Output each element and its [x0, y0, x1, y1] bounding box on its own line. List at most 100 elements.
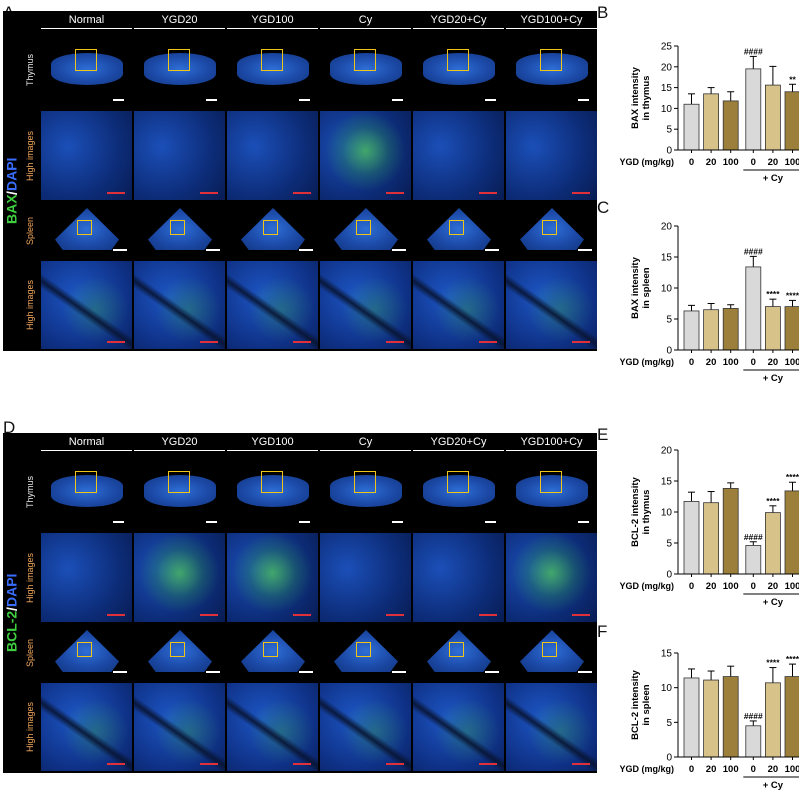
significance-label: **** [766, 496, 780, 506]
x-tick-label: 20 [706, 764, 717, 775]
bar [703, 93, 719, 151]
y-axis-label-line2: in spleen [641, 684, 652, 725]
x-tick-label: 20 [768, 357, 779, 368]
region-of-interest-box [540, 471, 562, 493]
tissue-section [51, 53, 123, 85]
scale-bar [392, 99, 403, 101]
y-tick-label: 0 [666, 753, 672, 764]
bar [703, 309, 719, 351]
scale-bar [107, 341, 125, 343]
scale-bar [293, 614, 311, 616]
y-tick-label: 5 [666, 315, 672, 326]
significance-label: **** [766, 658, 780, 668]
scale-bar [386, 192, 404, 194]
bar [784, 490, 799, 575]
x-tick-label: 20 [706, 357, 717, 368]
panel-letter-c: C [597, 198, 610, 217]
row-label-thymus: Thymus [22, 453, 38, 531]
x-tick-label: 20 [768, 764, 779, 775]
y-axis-label-line2: in thymus [641, 76, 652, 121]
significance-label: #### [744, 711, 763, 721]
spleen-overview-image [320, 624, 411, 681]
region-of-interest-box [168, 49, 190, 71]
x-tick-label: 0 [689, 157, 694, 168]
x-tick-label: 100 [723, 581, 739, 592]
bar [683, 677, 700, 758]
scale-bar [299, 99, 310, 101]
y-tick-label: 5 [666, 539, 672, 550]
spleen-high-magnification-image [41, 261, 132, 349]
spleen-overview-image [320, 202, 411, 259]
stain-separator: / [3, 607, 20, 612]
scale-bar [386, 614, 404, 616]
x-tick-label: 0 [751, 157, 756, 168]
y-tick-label: 5 [666, 125, 672, 136]
scale-bar [113, 671, 127, 673]
bar [683, 103, 700, 151]
region-of-interest-box [263, 220, 278, 235]
spleen-overview-image [413, 624, 504, 681]
row-label-high: High images [22, 683, 38, 771]
bar [784, 676, 799, 758]
y-axis-label: BCL-2 intensityin spleen [630, 669, 652, 739]
x-tick-label: 0 [689, 357, 694, 368]
scale-bar [200, 763, 218, 765]
spleen-high-magnification-image [134, 683, 225, 771]
region-of-interest-box [261, 471, 283, 493]
panel-letter-d: D [3, 418, 16, 437]
scale-bar [572, 763, 590, 765]
bar [764, 306, 781, 351]
y-axis-label-line1: BAX intensity [630, 256, 641, 318]
thymus-overview-image [320, 31, 411, 109]
tissue-section [423, 53, 495, 85]
x-tick-label: 20 [768, 157, 779, 168]
thymus-overview-image [41, 453, 132, 531]
significance-label: #### [744, 532, 763, 542]
scale-bar [293, 763, 311, 765]
stain-dapi-label: DAPI [3, 157, 20, 191]
x-tick-label: 0 [751, 581, 756, 592]
column-header: Cy [320, 11, 411, 29]
cy-label: + Cy [763, 780, 784, 791]
spleen-high-magnification-image [413, 683, 504, 771]
scale-bar [479, 192, 497, 194]
region-of-interest-box [170, 220, 185, 235]
bar [784, 91, 799, 151]
bar [784, 306, 799, 351]
spleen-overview-image [227, 202, 318, 259]
thymus-overview-image [227, 31, 318, 109]
column-header: YGD100 [227, 433, 318, 451]
thymus-high-magnification-image [320, 533, 411, 622]
scale-bar [392, 249, 406, 251]
stain-marker-label: BAX [3, 194, 20, 225]
spleen-overview-image [506, 202, 597, 259]
y-tick-label: 0 [666, 570, 672, 581]
y-tick-label: 5 [666, 718, 672, 729]
scale-bar [479, 614, 497, 616]
x-tick-label: 0 [689, 764, 694, 775]
y-axis-label: BAX intensityin thymus [630, 66, 652, 128]
stain-separator: / [3, 191, 20, 195]
y-tick-label: 0 [666, 146, 672, 157]
scale-bar [113, 99, 124, 101]
row-label-high: High images [22, 111, 38, 200]
stain-label: BAX / DAPI [3, 31, 20, 351]
y-tick-label: 15 [661, 83, 673, 94]
scale-bar [206, 249, 220, 251]
bar [683, 310, 700, 351]
tissue-section [144, 475, 216, 507]
bar [745, 545, 762, 575]
region-of-interest-box [261, 49, 283, 71]
thymus-overview-image [506, 31, 597, 109]
region-of-interest-box [354, 49, 376, 71]
region-of-interest-box [449, 220, 464, 235]
bar [764, 682, 781, 758]
x-tick-label: 20 [768, 581, 779, 592]
significance-label: #### [744, 46, 763, 56]
scale-bar [485, 99, 496, 101]
spleen-overview-image [41, 202, 132, 259]
row-label-high: High images [22, 533, 38, 622]
bar [764, 512, 781, 575]
scale-bar [299, 249, 313, 251]
thymus-high-magnification-image [413, 111, 504, 200]
